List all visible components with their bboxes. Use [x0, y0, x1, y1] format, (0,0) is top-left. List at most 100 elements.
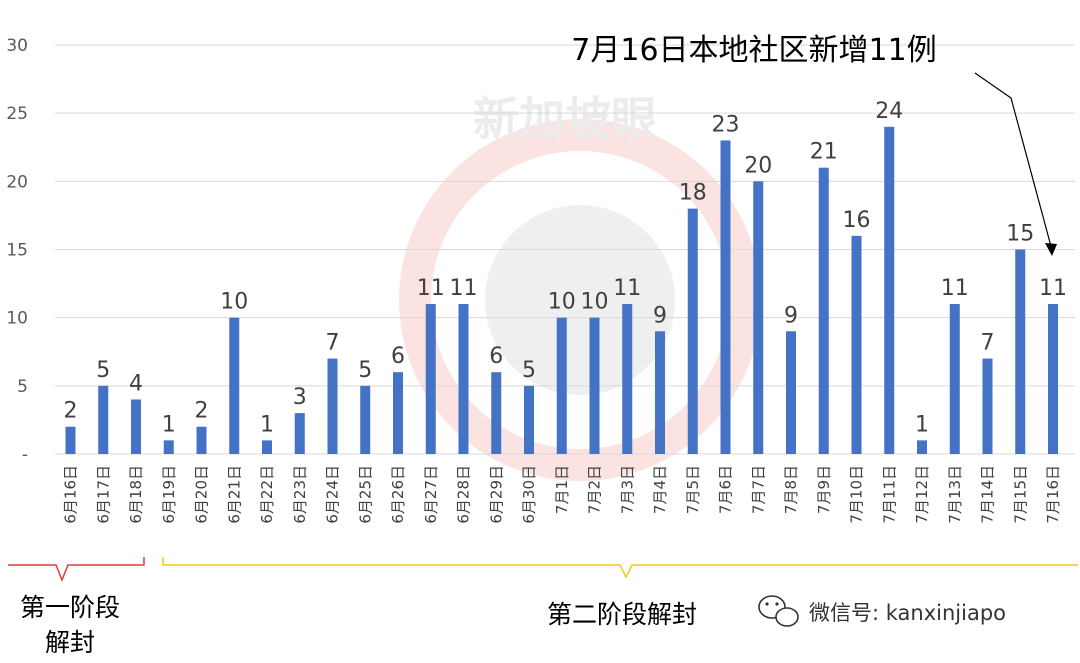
- x-tick-label: 6月27日: [422, 465, 440, 524]
- x-tick-label: 7月8日: [782, 465, 800, 514]
- phase1-label-line1: 第一阶段: [20, 593, 120, 622]
- bar: [851, 235, 862, 454]
- bar: [458, 304, 469, 454]
- bar: [262, 440, 272, 454]
- data-label: 20: [744, 153, 772, 178]
- x-tick-label: 6月30日: [520, 465, 538, 524]
- annotation-text: 7月16日本地社区新增11例: [571, 33, 936, 68]
- phase2-label: 第二阶段解封: [547, 600, 697, 629]
- data-label: 15: [1006, 222, 1034, 247]
- x-tick-label: 6月24日: [324, 465, 342, 524]
- bar: [949, 304, 960, 454]
- x-tick-label: 6月23日: [291, 465, 309, 524]
- bar: [556, 317, 567, 454]
- x-tick-label: 6月20日: [193, 465, 211, 524]
- x-tick-label: 7月1日: [553, 465, 571, 514]
- data-label: 9: [653, 303, 667, 328]
- bar: [884, 126, 895, 455]
- x-tick-label: 7月5日: [684, 465, 702, 514]
- data-label: 10: [548, 290, 576, 315]
- bar: [491, 372, 502, 454]
- x-tick-label: 7月13日: [946, 465, 964, 524]
- credit-text: 微信号: kanxinjiapo: [809, 601, 1006, 625]
- data-label: 3: [293, 385, 307, 410]
- x-tick-label: 7月7日: [749, 465, 767, 514]
- data-label: 16: [843, 208, 871, 233]
- data-label: 11: [417, 276, 445, 301]
- data-label: 2: [195, 399, 209, 424]
- x-tick-label: 7月4日: [651, 465, 669, 514]
- data-label: 24: [875, 99, 903, 124]
- data-label: 5: [358, 358, 372, 383]
- x-tick-label: 6月17日: [94, 465, 112, 524]
- data-label: 1: [162, 412, 176, 437]
- x-tick-label: 7月9日: [815, 465, 833, 514]
- data-label: 21: [810, 140, 838, 165]
- bar: [524, 385, 534, 454]
- data-label: 5: [522, 358, 536, 383]
- y-tick-label: 15: [6, 241, 28, 261]
- x-tick-label: 6月25日: [356, 465, 374, 524]
- bar: [98, 385, 109, 454]
- wechat-icon: [758, 595, 799, 627]
- annotation-arrow: [974, 72, 1053, 251]
- bar: [196, 426, 207, 454]
- data-label: 6: [391, 344, 405, 369]
- data-label: 7: [981, 331, 995, 356]
- y-axis-ticks: - 5 10 15 20 25 30: [6, 36, 28, 465]
- x-tick-label: 6月19日: [160, 465, 178, 524]
- x-tick-label: 7月6日: [717, 465, 735, 514]
- bar: [1015, 249, 1026, 454]
- bar: [229, 317, 240, 454]
- bar: [818, 167, 829, 454]
- phase1-label-line2: 解封: [45, 628, 95, 657]
- y-tick-label: 30: [6, 36, 28, 56]
- data-label: 2: [64, 399, 78, 424]
- x-tick-label: 6月18日: [127, 465, 145, 524]
- data-label: 11: [1039, 276, 1067, 301]
- bar: [917, 440, 927, 454]
- bar: [360, 385, 371, 454]
- bar: [393, 372, 403, 454]
- x-tick-label: 7月2日: [586, 465, 604, 514]
- bar: [622, 304, 633, 454]
- x-tick-label: 6月28日: [455, 465, 473, 524]
- x-tick-label: 6月26日: [389, 465, 407, 524]
- data-label: 9: [784, 303, 798, 328]
- annotation-arrowhead: [1045, 243, 1057, 256]
- data-label: 23: [712, 112, 740, 137]
- y-tick-label: 10: [6, 309, 28, 329]
- phase2-bracket: [162, 557, 1078, 579]
- bar: [327, 358, 338, 454]
- y-tick-label: 5: [17, 377, 28, 397]
- data-label: 1: [915, 412, 929, 437]
- watermark-text: 新加坡眼: [473, 92, 657, 146]
- data-label: 4: [129, 371, 143, 396]
- bar: [1048, 304, 1058, 454]
- bar: [720, 140, 731, 454]
- x-tick-label: 6月22日: [258, 465, 276, 524]
- data-label: 11: [450, 276, 478, 301]
- y-tick-label: -: [22, 445, 28, 465]
- y-tick-label: 20: [6, 172, 28, 192]
- bar: [65, 426, 76, 454]
- bar: [687, 208, 698, 454]
- x-tick-label: 7月14日: [979, 465, 997, 524]
- x-tick-label: 6月16日: [62, 465, 80, 524]
- bar: [163, 440, 174, 454]
- bar: [589, 317, 600, 454]
- data-label: 7: [326, 331, 340, 356]
- data-label: 10: [581, 290, 609, 315]
- data-label: 11: [941, 276, 969, 301]
- bar: [982, 358, 993, 454]
- x-axis-ticks: 6月16日 6月17日 6月18日 6月19日 6月20日 6月21日 6月22日 6月23日…: [62, 465, 1063, 524]
- x-tick-label: 7月15日: [1011, 465, 1029, 524]
- phase1-bracket: [8, 557, 145, 583]
- watermark-ring: [399, 119, 761, 481]
- x-tick-label: 6月29日: [487, 465, 505, 524]
- y-tick-label: 25: [6, 104, 28, 124]
- bar: [655, 331, 665, 454]
- data-label: 1: [260, 412, 274, 437]
